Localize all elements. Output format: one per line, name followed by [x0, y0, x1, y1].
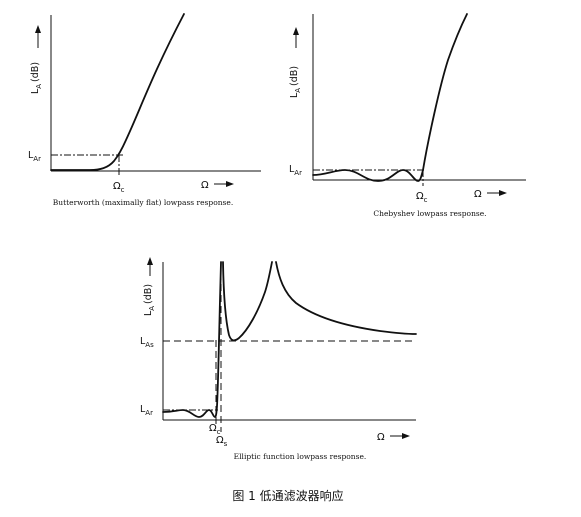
- chebyshev-y-subscript: A: [294, 88, 302, 93]
- butterworth-ripple-symbol: L: [28, 150, 34, 161]
- elliptic-stopband-lobe-1: [222, 261, 273, 342]
- chebyshev-ripple-label: LAr: [289, 164, 302, 177]
- elliptic-ripple-subscript: Ar: [145, 409, 153, 417]
- elliptic-stopband-subscript: As: [145, 341, 154, 349]
- butterworth-cutoff-label: Ωc: [113, 181, 125, 194]
- elliptic-cutoff-subscript: c: [217, 428, 221, 436]
- butterworth-y-unit: (dB): [30, 62, 41, 82]
- elliptic-cutoff-symbol: Ω: [209, 423, 217, 434]
- chebyshev-panel: LA(dB) LAr Ωc Ω Chebyshev lowpass respon…: [289, 13, 526, 218]
- chebyshev-x-axis-label: Ω: [474, 189, 482, 200]
- chebyshev-cutoff-subscript: c: [424, 196, 428, 204]
- chebyshev-ripple-subscript: Ar: [294, 169, 302, 177]
- butterworth-panel: LA(dB) LAr Ωc Ω Butterworth (maximally f…: [28, 13, 261, 207]
- butterworth-x-axis-label: Ω: [201, 180, 209, 191]
- butterworth-response-curve: [50, 13, 185, 171]
- butterworth-y-arrow-head: [35, 25, 41, 33]
- elliptic-x-arrow-head: [402, 433, 410, 439]
- chebyshev-x-arrow-head: [499, 190, 507, 196]
- elliptic-y-arrow-head: [147, 257, 153, 265]
- elliptic-y-unit: (dB): [143, 284, 154, 304]
- chebyshev-cutoff-symbol: Ω: [416, 191, 424, 202]
- butterworth-y-axis-label: LA (dB): [30, 62, 43, 94]
- chebyshev-cutoff-label: Ωc: [416, 191, 428, 204]
- butterworth-cutoff-subscript: c: [121, 186, 125, 194]
- elliptic-ripple-symbol: L: [140, 404, 146, 415]
- elliptic-stopband-lobe-2: [275, 261, 417, 335]
- chebyshev-y-symbol: L: [289, 92, 300, 98]
- butterworth-y-subscript: A: [35, 84, 43, 89]
- butterworth-caption: Butterworth (maximally flat) lowpass res…: [53, 198, 233, 207]
- elliptic-y-subscript: A: [148, 306, 156, 311]
- chebyshev-response-curve: [312, 13, 468, 182]
- chebyshev-y-unit: (dB): [289, 66, 300, 86]
- elliptic-stopband-edge-label: Ωs: [216, 435, 228, 448]
- elliptic-stopband-edge-symbol: Ω: [216, 435, 224, 446]
- butterworth-x-arrow-head: [226, 181, 234, 187]
- figure-caption: 图 1 低通滤波器响应: [232, 488, 343, 503]
- chebyshev-y-arrow-head: [293, 27, 299, 35]
- butterworth-cutoff-symbol: Ω: [113, 181, 121, 192]
- elliptic-stopband-label: LAs: [140, 336, 154, 349]
- elliptic-stopband-symbol: L: [140, 336, 146, 347]
- elliptic-x-axis-label: Ω: [377, 432, 385, 443]
- butterworth-y-symbol: L: [30, 88, 41, 94]
- elliptic-caption: Elliptic function lowpass response.: [234, 452, 367, 461]
- elliptic-y-axis-label: LA (dB): [143, 284, 156, 316]
- butterworth-ripple-subscript: Ar: [33, 155, 41, 163]
- chebyshev-caption: Chebyshev lowpass response.: [373, 209, 486, 218]
- elliptic-cutoff-label: Ωc: [209, 423, 221, 436]
- elliptic-stopband-edge-subscript: s: [224, 440, 228, 448]
- elliptic-ripple-label: LAr: [140, 404, 153, 417]
- chebyshev-ripple-symbol: L: [289, 164, 295, 175]
- elliptic-panel: LA(dB) LAs LAr Ωc Ωs Ω Elliptic function…: [140, 257, 417, 461]
- chebyshev-y-axis-label: LA (dB): [289, 66, 302, 98]
- elliptic-y-symbol: L: [143, 310, 154, 316]
- butterworth-ripple-label: LAr: [28, 150, 41, 163]
- elliptic-passband-curve: [162, 261, 222, 418]
